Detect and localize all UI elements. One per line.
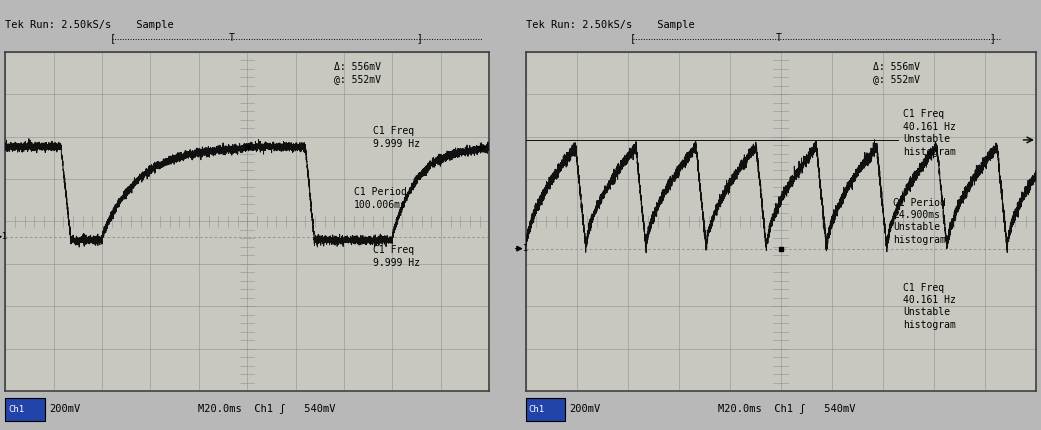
- Text: [: [: [109, 33, 116, 43]
- Text: 200mV: 200mV: [569, 404, 601, 415]
- Text: Ch1: Ch1: [8, 405, 24, 414]
- Text: T: T: [229, 33, 235, 43]
- Text: C1 Freq
40.161 Hz
Unstable
histogram: C1 Freq 40.161 Hz Unstable histogram: [904, 283, 956, 330]
- Text: Δ: 556mV
@: 552mV: Δ: 556mV @: 552mV: [334, 62, 381, 84]
- Text: Tek Run: 2.50kS/s    Sample: Tek Run: 2.50kS/s Sample: [526, 20, 694, 30]
- Text: Tek Run: 2.50kS/s    Sample: Tek Run: 2.50kS/s Sample: [5, 20, 174, 30]
- Text: C1 Freq
9.999 Hz: C1 Freq 9.999 Hz: [373, 245, 421, 267]
- Text: C1 Freq
40.161 Hz
Unstable
histogram: C1 Freq 40.161 Hz Unstable histogram: [904, 109, 956, 157]
- Text: M20.0ms  Ch1 ʃ   540mV: M20.0ms Ch1 ʃ 540mV: [198, 404, 335, 415]
- Text: ]: ]: [416, 33, 423, 43]
- Text: M20.0ms  Ch1 ʃ   540mV: M20.0ms Ch1 ʃ 540mV: [718, 404, 856, 415]
- Text: C1 Freq
9.999 Hz: C1 Freq 9.999 Hz: [373, 126, 421, 149]
- Text: 200mV: 200mV: [49, 404, 80, 415]
- Text: C1 Period
100.006ms: C1 Period 100.006ms: [354, 187, 407, 210]
- Text: ]: ]: [989, 33, 995, 43]
- Text: Δ: 556mV
@: 552mV: Δ: 556mV @: 552mV: [872, 62, 919, 84]
- Text: [: [: [630, 33, 636, 43]
- Text: 1: 1: [1, 232, 6, 241]
- Text: 1: 1: [522, 244, 527, 253]
- Text: Ch1: Ch1: [529, 405, 544, 414]
- Text: T: T: [776, 33, 782, 43]
- Text: C1 Period
24.900ms
Unstable
histogram: C1 Period 24.900ms Unstable histogram: [893, 198, 946, 245]
